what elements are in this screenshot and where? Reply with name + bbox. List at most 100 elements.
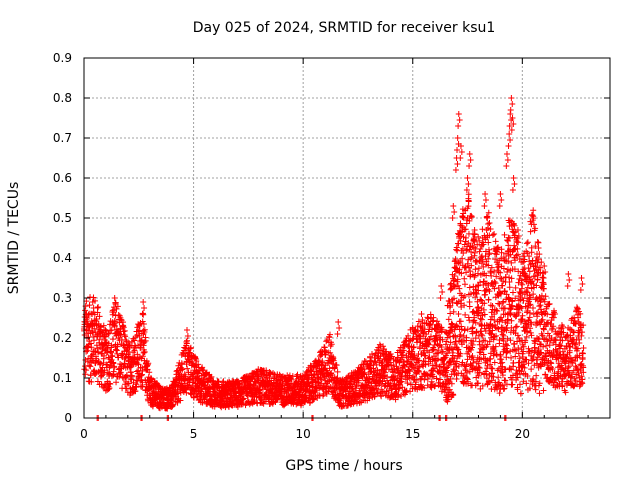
data-point [187, 376, 194, 383]
data-point [88, 378, 95, 385]
data-point [139, 353, 146, 360]
data-point [131, 337, 138, 344]
data-point [220, 378, 227, 385]
data-point [177, 397, 184, 404]
data-point [141, 339, 148, 346]
data-point [140, 327, 147, 334]
data-point [121, 327, 128, 334]
data-point [179, 366, 186, 373]
data-point [122, 333, 129, 340]
x-tick-label: 5 [190, 427, 198, 441]
data-points [80, 95, 587, 421]
data-point [100, 322, 107, 329]
data-point [105, 386, 112, 393]
data-point [121, 360, 128, 367]
data-point [193, 358, 200, 365]
data-point [137, 354, 144, 361]
data-point [89, 320, 96, 327]
data-point [294, 371, 301, 378]
data-point [279, 382, 286, 389]
data-point [170, 401, 177, 408]
data-point [111, 318, 118, 325]
data-point [146, 369, 153, 376]
data-point [110, 368, 117, 375]
data-point [136, 323, 143, 330]
data-point [98, 329, 105, 336]
y-tick-label: 0.8 [53, 91, 72, 105]
data-point [110, 360, 117, 367]
data-point [108, 349, 115, 356]
data-point [142, 337, 149, 344]
data-point [183, 389, 190, 396]
data-point [87, 363, 94, 370]
data-point [94, 378, 101, 385]
data-point [135, 328, 142, 335]
data-point [202, 379, 209, 386]
data-point [192, 354, 199, 361]
data-point [95, 303, 102, 310]
data-point [174, 396, 181, 403]
data-point [97, 360, 104, 367]
data-point [137, 345, 144, 352]
data-point [199, 366, 206, 373]
data-point [105, 354, 112, 361]
x-tick-label: 0 [80, 427, 88, 441]
y-tick-label: 0.1 [53, 371, 72, 385]
data-point [134, 377, 141, 384]
data-point [96, 313, 103, 320]
data-point [106, 330, 113, 337]
data-point [187, 344, 194, 351]
y-tick-label: 0.5 [53, 211, 72, 225]
data-point [100, 352, 107, 359]
data-point [86, 362, 93, 369]
y-tick-label: 0 [64, 411, 72, 425]
data-point [141, 326, 148, 333]
data-point [111, 364, 118, 371]
data-point [127, 368, 134, 375]
data-point [109, 336, 116, 343]
data-point [88, 344, 95, 351]
data-point [195, 361, 202, 368]
data-point [120, 324, 127, 331]
data-point [293, 399, 300, 406]
data-point [90, 337, 97, 344]
data-point [95, 348, 102, 355]
data-point [109, 353, 116, 360]
data-point [128, 373, 135, 380]
data-point [205, 378, 212, 385]
data-point [190, 394, 197, 401]
data-point [105, 330, 112, 337]
data-point [140, 311, 147, 318]
data-point [92, 371, 99, 378]
data-point [113, 379, 120, 386]
data-point [82, 371, 89, 378]
data-point [125, 380, 132, 387]
data-point [90, 294, 97, 301]
y-axis-title: SRMTID / TECUs [6, 182, 22, 295]
data-point [126, 342, 133, 349]
data-point [94, 331, 101, 338]
data-point [93, 316, 100, 323]
data-point [94, 309, 101, 316]
data-point [270, 370, 277, 377]
data-point [239, 401, 246, 408]
x-axis-title: GPS time / hours [285, 458, 402, 474]
data-point [208, 373, 215, 380]
data-point [239, 395, 246, 402]
data-point [106, 370, 113, 377]
data-point [82, 307, 89, 314]
data-point [117, 369, 124, 376]
x-tick-label: 20 [515, 427, 530, 441]
data-point [245, 392, 252, 399]
data-point [87, 372, 94, 379]
data-point [98, 381, 105, 388]
y-tick-label: 0.6 [53, 171, 72, 185]
data-point [189, 371, 196, 378]
data-point [96, 339, 103, 346]
y-tick-label: 0.4 [53, 251, 72, 265]
y-tick-label: 0.2 [53, 331, 72, 345]
data-point [108, 327, 115, 334]
data-point [184, 365, 191, 372]
data-point [145, 360, 152, 367]
